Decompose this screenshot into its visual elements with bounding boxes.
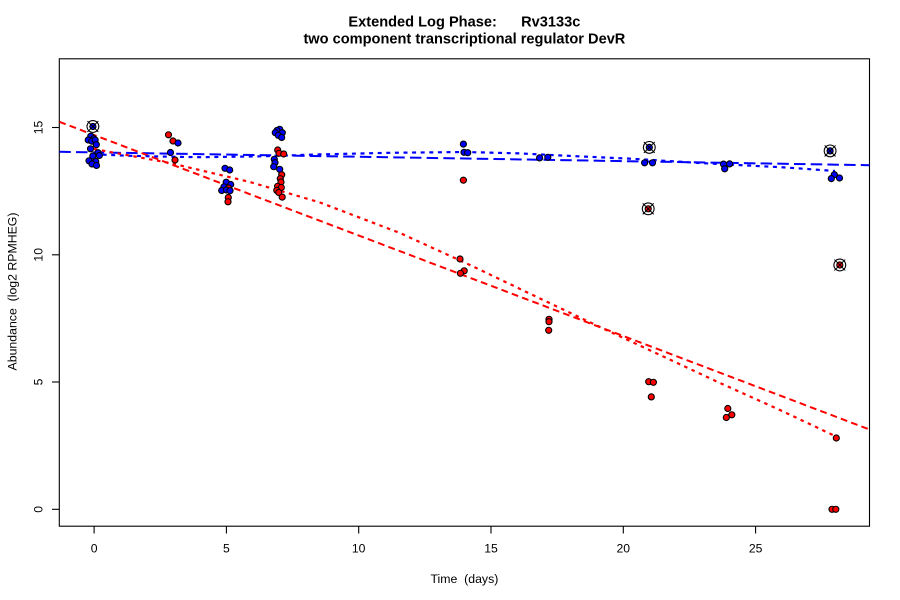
svg-text:10: 10: [352, 542, 366, 556]
svg-text:two component transcriptional: two component transcriptional regulator …: [303, 32, 625, 48]
svg-text:20: 20: [617, 542, 631, 556]
svg-text:15: 15: [31, 121, 45, 135]
svg-text:15: 15: [484, 542, 498, 556]
svg-text:5: 5: [223, 542, 230, 556]
svg-text:10: 10: [31, 248, 45, 262]
svg-text:25: 25: [749, 542, 763, 556]
svg-text:Time (days): Time (days): [430, 572, 498, 586]
svg-text:0: 0: [31, 506, 45, 513]
svg-text:Extended Log Phase: Rv313: Extended Log Phase: Rv3133c: [348, 14, 580, 30]
svg-text:5: 5: [31, 378, 45, 385]
svg-text:Abundance (log2 RPMHEG): Abundance (log2 RPMHEG): [6, 213, 20, 371]
svg-text:0: 0: [91, 542, 98, 556]
